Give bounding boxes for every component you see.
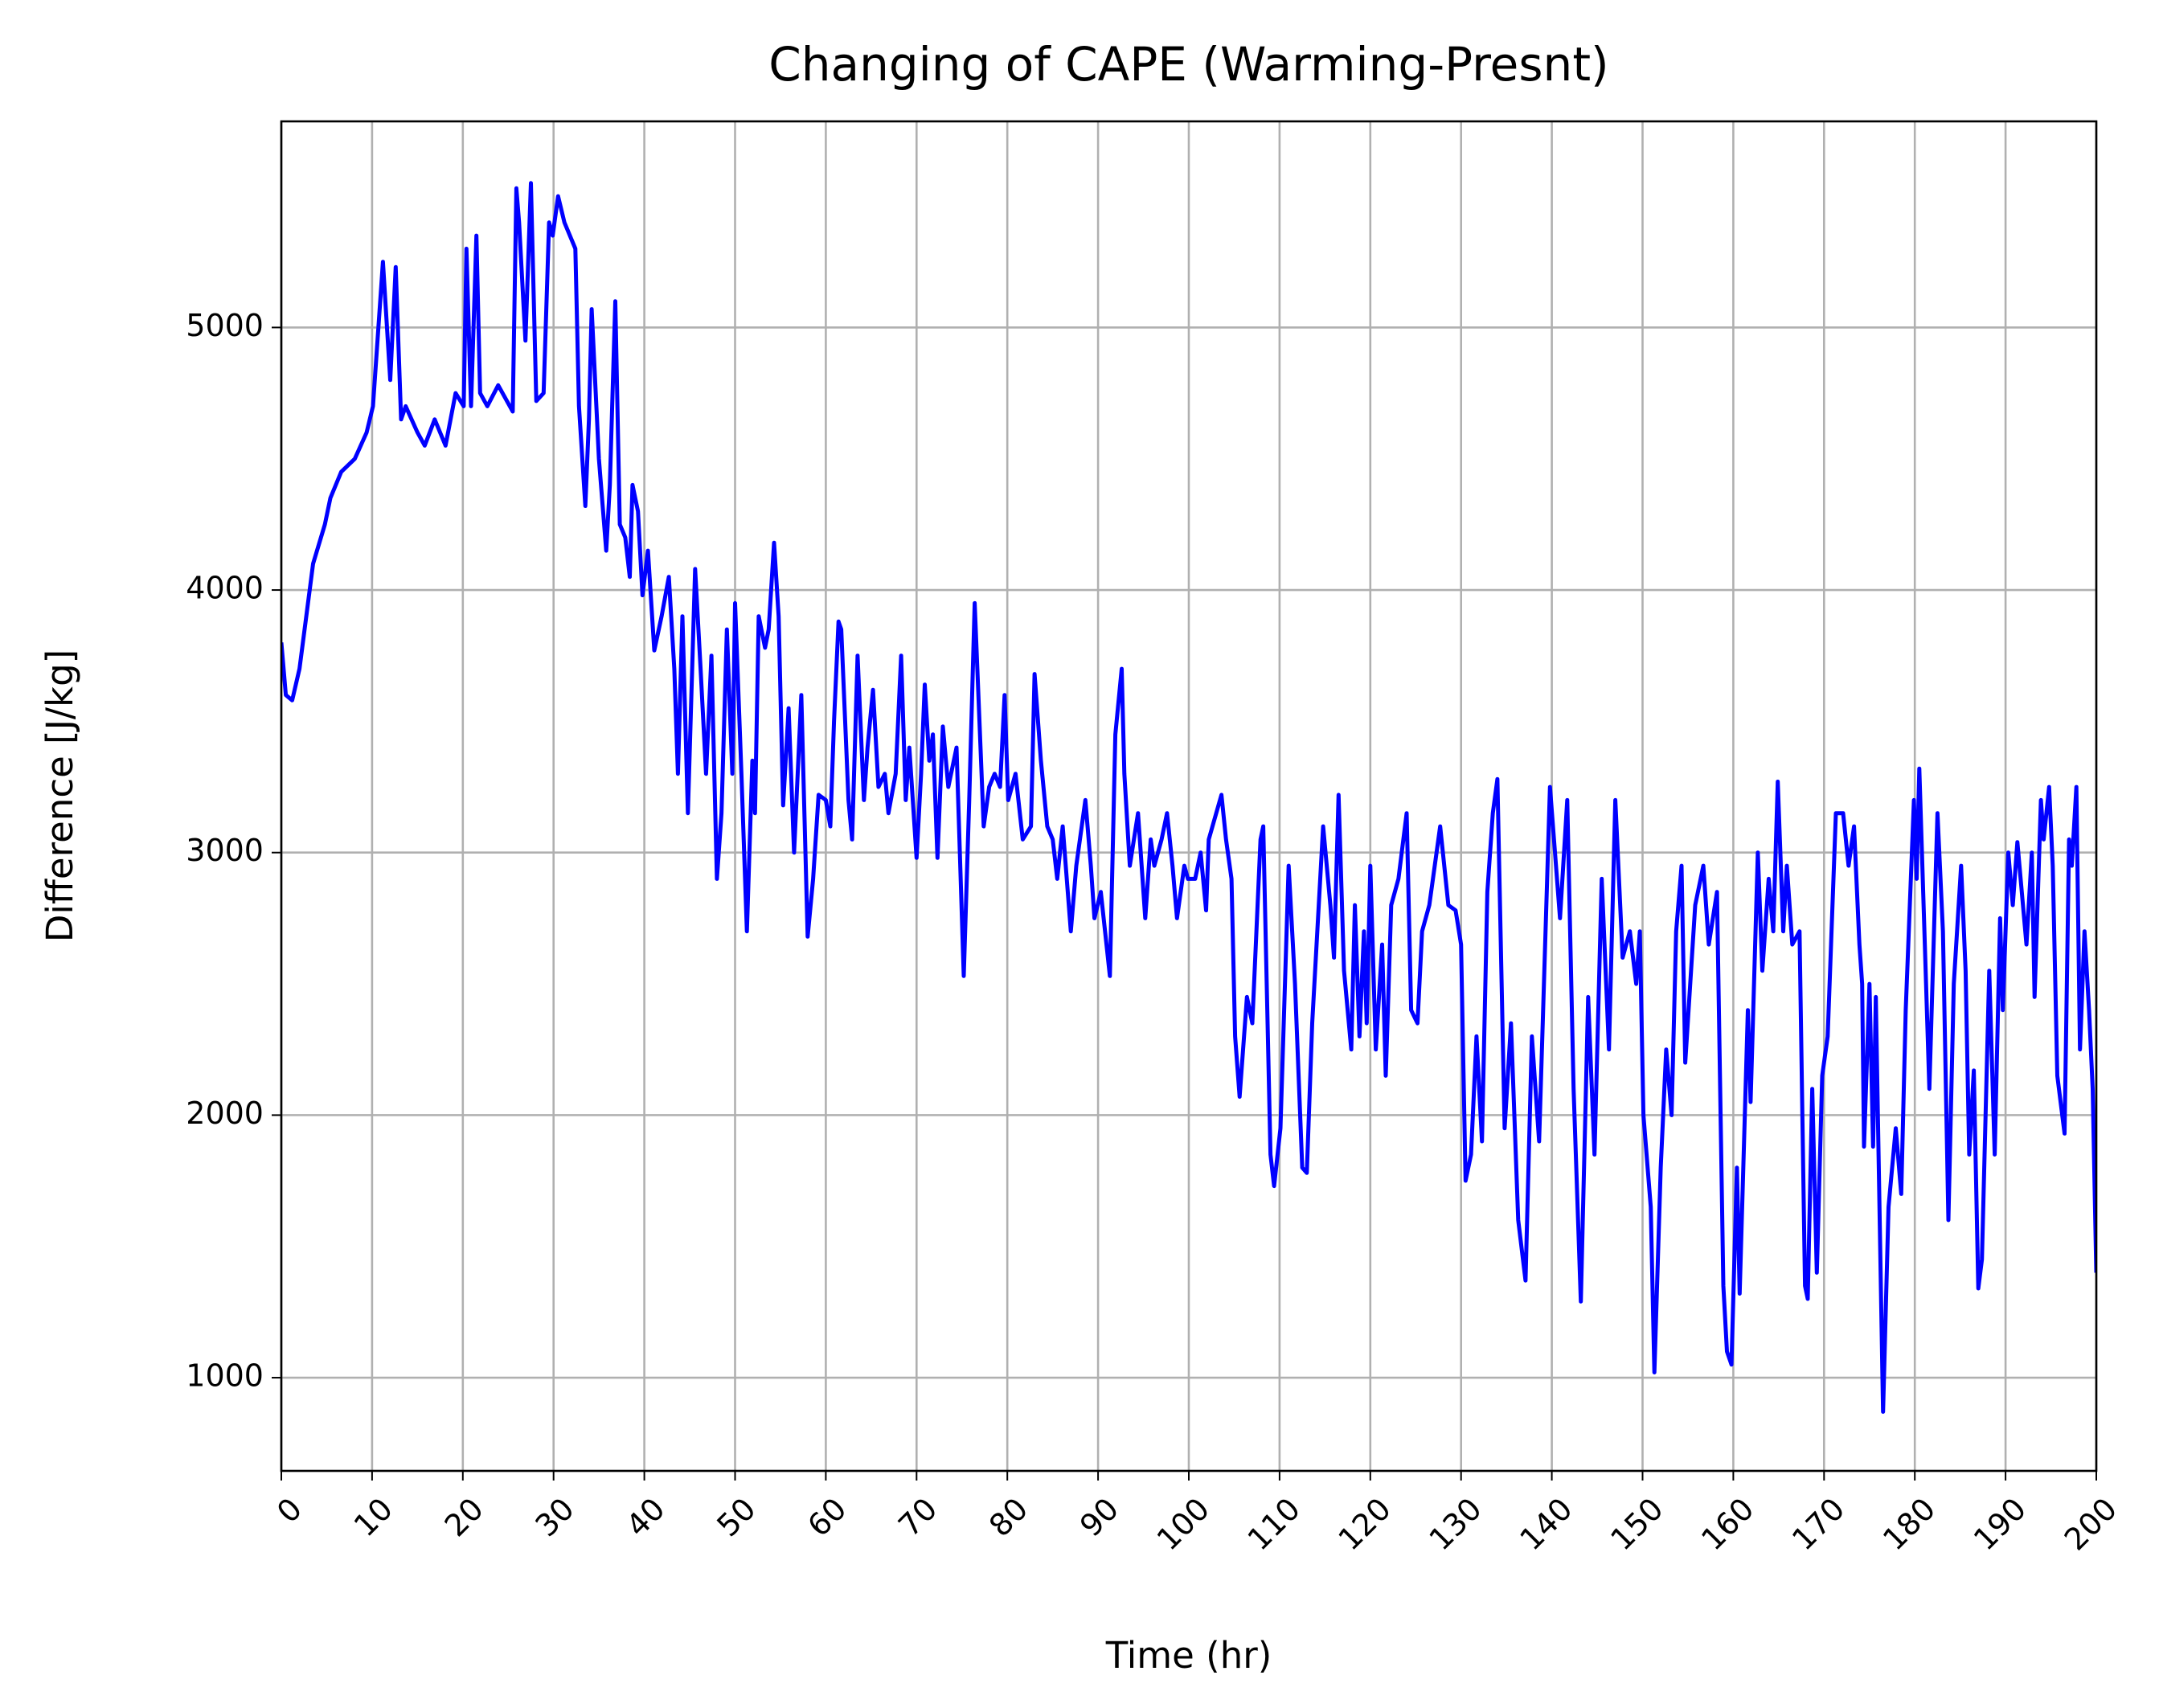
y-tick-label: 2000 — [186, 1096, 264, 1131]
x-axis-label: Time (hr) — [1105, 1634, 1272, 1677]
y-tick-label: 3000 — [186, 833, 264, 868]
data-line — [281, 181, 2096, 1414]
y-tick-label: 1000 — [186, 1358, 264, 1394]
y-tick-label: 4000 — [186, 571, 264, 606]
y-axis-label: Difference [J/kg] — [39, 649, 81, 942]
y-tick-label: 5000 — [186, 308, 264, 343]
plot-frame — [280, 120, 2098, 1472]
chart-title: Changing of CAPE (Warming-Presnt) — [768, 37, 1608, 92]
